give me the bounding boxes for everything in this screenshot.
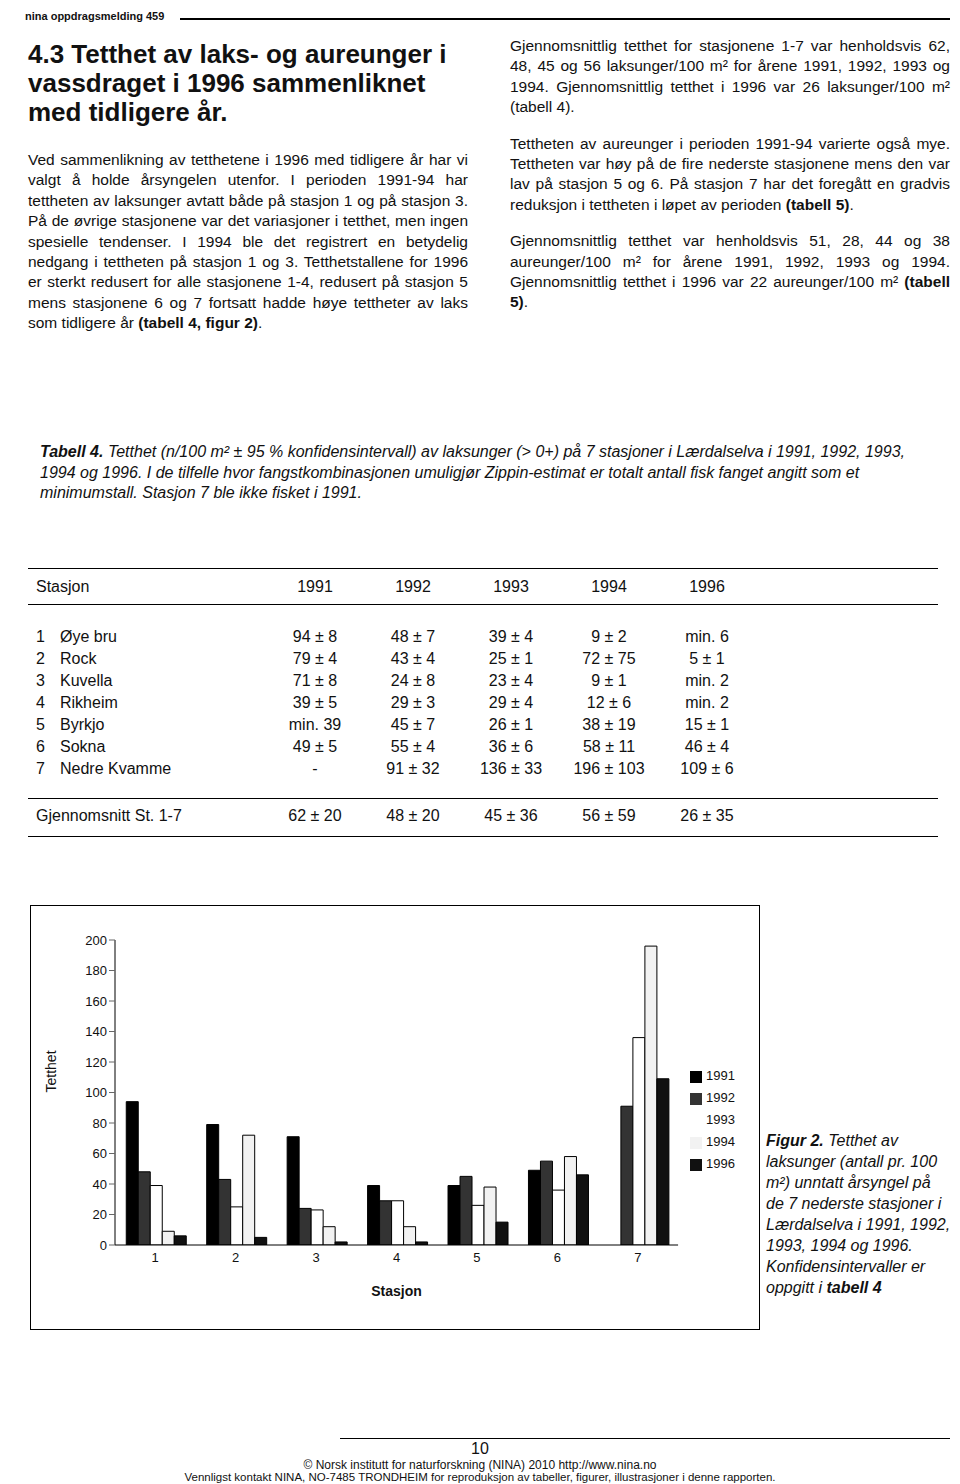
html-text:Ved sammenlikning av tettheten: Ved sammenlikning av tetthetene i 1996 m… — [28, 151, 468, 332]
svg-text:Stasjon: Stasjon — [371, 1283, 422, 1299]
html-text:24 ± 8: 24 ± 8 — [390, 672, 436, 689]
html-text:26 ± 1: 26 ± 1 — [488, 716, 534, 733]
html-text:nina oppdragsmelding 459: nina oppdragsmelding 459 — [25, 10, 165, 22]
html-text:Kuvella: Kuvella — [60, 672, 113, 689]
svg-text:160: 160 — [85, 994, 107, 1009]
html-text:9 ± 2: 9 ± 2 — [591, 628, 627, 645]
html-text:39 ± 5: 39 ± 5 — [292, 694, 338, 711]
html-text:Tettheten av aureunger i perio: Tettheten av aureunger i perioden 1991-9… — [510, 134, 950, 213]
html-text:1996: 1996 — [689, 578, 725, 595]
html-text:49 ± 5: 49 ± 5 — [292, 738, 338, 755]
html-text:39 ± 4: 39 ± 4 — [488, 628, 534, 645]
html-text:1991: 1991 — [706, 1068, 735, 1083]
html-text:Øye bru: Øye bru — [60, 628, 117, 645]
html-text:72 ± 75: 72 ± 75 — [582, 650, 636, 667]
html-text:26 ± 35: 26 ± 35 — [680, 807, 734, 824]
html-text:94 ± 8: 94 ± 8 — [292, 628, 338, 645]
html-text:4: 4 — [36, 694, 45, 711]
svg-text:Tetthet: Tetthet — [43, 1050, 59, 1092]
html-text:9 ± 1: 9 ± 1 — [591, 672, 627, 689]
html-text:46 ± 4: 46 ± 4 — [684, 738, 730, 755]
svg-text:100: 100 — [85, 1085, 107, 1100]
svg-text:1: 1 — [152, 1250, 159, 1265]
html-text:136 ± 33: 136 ± 33 — [479, 760, 543, 777]
html-text:45 ± 36: 45 ± 36 — [484, 807, 538, 824]
svg-text:40: 40 — [93, 1177, 107, 1192]
svg-text:20: 20 — [93, 1207, 107, 1222]
svg-text:60: 60 — [93, 1146, 107, 1161]
svg-text:6: 6 — [554, 1250, 561, 1265]
svg-text:120: 120 — [85, 1055, 107, 1070]
html-text:91 ± 32: 91 ± 32 — [386, 760, 440, 777]
html-text:1996: 1996 — [706, 1156, 735, 1171]
html-text:5: 5 — [36, 716, 45, 733]
html-text:Gjennomsnittlig tetthet for st: Gjennomsnittlig tetthet for stasjonene 1… — [510, 37, 950, 116]
svg-text:3: 3 — [312, 1250, 319, 1265]
html-text:1991: 1991 — [297, 578, 333, 595]
html-text:4.3 Tetthet av laks- og aureun: 4.3 Tetthet av laks- og aureunger i vass… — [28, 39, 447, 127]
html-text:Rikheim: Rikheim — [60, 694, 118, 711]
html-text:43 ± 4: 43 ± 4 — [390, 650, 436, 667]
html-text:1994: 1994 — [591, 578, 627, 595]
html-text:29 ± 4: 29 ± 4 — [488, 694, 534, 711]
svg-text:180: 180 — [85, 963, 107, 978]
html-text:min. 2: min. 2 — [685, 694, 729, 711]
svg-text:0: 0 — [100, 1238, 107, 1253]
html-text:56 ± 59: 56 ± 59 — [582, 807, 636, 824]
html-text:29 ± 3: 29 ± 3 — [390, 694, 436, 711]
html-text:2: 2 — [36, 650, 45, 667]
svg-text:5: 5 — [473, 1250, 480, 1265]
svg-text:80: 80 — [93, 1116, 107, 1131]
html-text:55 ± 4: 55 ± 4 — [390, 738, 436, 755]
html-text:6: 6 — [36, 738, 45, 755]
html-text:Stasjon: Stasjon — [36, 578, 90, 595]
svg-text:140: 140 — [85, 1024, 107, 1039]
html-text:1994: 1994 — [706, 1134, 735, 1149]
html-text:5 ± 1: 5 ± 1 — [689, 650, 725, 667]
html-text:min. 6: min. 6 — [685, 628, 729, 645]
html-text:62 ± 20: 62 ± 20 — [288, 807, 342, 824]
svg-text:7: 7 — [634, 1250, 641, 1265]
html-text:79 ± 4: 79 ± 4 — [292, 650, 338, 667]
html-text:Tabell 4. Tetthet (n/100 m² ±: Tabell 4. Tetthet (n/100 m² ± 95 % konfi… — [40, 443, 905, 501]
html-text:58 ± 11: 58 ± 11 — [583, 738, 635, 755]
html-text:Byrkjo: Byrkjo — [60, 716, 105, 733]
svg-text:4: 4 — [393, 1250, 400, 1265]
html-text:Vennligst kontakt NINA, NO-748: Vennligst kontakt NINA, NO-7485 TRONDHEI… — [184, 1471, 776, 1483]
html-text:23 ± 4: 23 ± 4 — [488, 672, 534, 689]
html-text:48 ± 7: 48 ± 7 — [390, 628, 436, 645]
html-text:3: 3 — [36, 672, 45, 689]
html-text:12 ± 6: 12 ± 6 — [586, 694, 632, 711]
html-text:10: 10 — [471, 1440, 489, 1457]
html-text:1993: 1993 — [493, 578, 529, 595]
html-text:1: 1 — [36, 628, 45, 645]
html-text:Sokna: Sokna — [60, 738, 106, 755]
svg-text:200: 200 — [85, 933, 107, 948]
html-text:38 ± 19: 38 ± 19 — [582, 716, 636, 733]
html-text:48 ± 20: 48 ± 20 — [386, 807, 440, 824]
html-text:109 ± 6: 109 ± 6 — [680, 760, 734, 777]
html-text:15 ± 1: 15 ± 1 — [684, 716, 730, 733]
html-text:min. 2: min. 2 — [685, 672, 729, 689]
html-text:36 ± 6: 36 ± 6 — [488, 738, 534, 755]
html-text:© Norsk institutt for naturfor: © Norsk institutt for naturforskning (NI… — [303, 1458, 657, 1472]
html-text:Nedre Kvamme: Nedre Kvamme — [60, 760, 172, 777]
html-text:7: 7 — [36, 760, 45, 777]
html-text:Rock: Rock — [60, 650, 97, 667]
html-text:196 ± 103: 196 ± 103 — [573, 760, 645, 777]
html-text:Gjennomsnittlig tetthet var he: Gjennomsnittlig tetthet var henholdsvis … — [510, 232, 950, 311]
html-text:Figur 2. Tetthet av laksunger: Figur 2. Tetthet av laksunger (antall pr… — [766, 1132, 951, 1296]
html-text:Gjennomsnitt St. 1-7: Gjennomsnitt St. 1-7 — [36, 807, 182, 824]
svg-text:2: 2 — [232, 1250, 239, 1265]
html-text:1993: 1993 — [706, 1112, 735, 1127]
html-text:1992: 1992 — [706, 1090, 735, 1105]
html-text:min. 39: min. 39 — [288, 716, 342, 733]
html-text:45 ± 7: 45 ± 7 — [390, 716, 436, 733]
html-text:25 ± 1: 25 ± 1 — [488, 650, 534, 667]
html-text:1992: 1992 — [395, 578, 431, 595]
html-text:71 ± 8: 71 ± 8 — [292, 672, 338, 689]
